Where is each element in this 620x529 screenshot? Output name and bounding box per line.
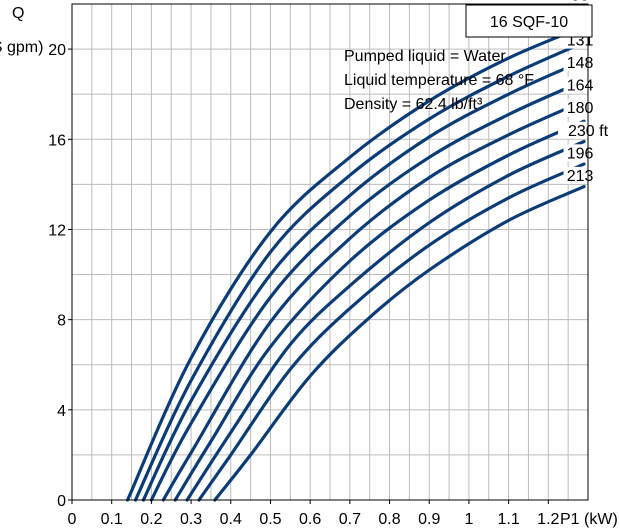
x-tick-label: 0.7 bbox=[339, 511, 361, 528]
x-axis-label: P1 (kW) bbox=[560, 511, 618, 528]
chart-title: 16 SQF-10 bbox=[490, 14, 568, 31]
curve-label-text: 148 bbox=[567, 55, 594, 72]
x-tick-label: 0.3 bbox=[180, 511, 202, 528]
y-axis-label-q: Q bbox=[12, 5, 24, 22]
curve-label-213: 213 bbox=[563, 166, 597, 185]
y-axis-ticks: 0 4 8 12 16 20 bbox=[48, 42, 72, 510]
annotation-density: Density = 62.4 lb/ft³ bbox=[344, 96, 483, 113]
title-box bbox=[465, 4, 593, 38]
x-tick-label: 1.2 bbox=[537, 511, 559, 528]
curve-label-text: 98 bbox=[571, 0, 589, 4]
curve-196 bbox=[185, 139, 586, 502]
x-tick-label: 1 bbox=[464, 511, 473, 528]
curve-115 bbox=[133, 40, 586, 502]
curve-label-98: 98 bbox=[568, 0, 593, 4]
y-axis-label-unit: (US gpm) bbox=[0, 39, 43, 56]
grid bbox=[72, 3, 588, 500]
curve-label-text: 213 bbox=[567, 168, 594, 185]
x-tick-label: 0 bbox=[68, 511, 77, 528]
x-tick-label: 0.9 bbox=[418, 511, 440, 528]
curve-213 bbox=[197, 162, 586, 502]
curve-label-background bbox=[568, 0, 593, 4]
curve-label-148: 148 bbox=[563, 54, 597, 72]
curve-label-text: 196 bbox=[567, 145, 594, 162]
x-axis-ticks: 0 0.1 0.2 0.3 0.4 0.5 0.6 0.7 0.8 0.9 1 1.1 1.2 bbox=[68, 500, 560, 528]
curve-label-text: 164 bbox=[567, 78, 594, 95]
x-tick-label: 0.1 bbox=[101, 511, 123, 528]
y-tick-label: 0 bbox=[57, 493, 66, 510]
annotation-liquid: Pumped liquid = Water bbox=[344, 48, 506, 65]
curve-label-text: 180 bbox=[567, 100, 594, 117]
curve-label-164: 164 bbox=[563, 76, 597, 95]
curve-148 bbox=[149, 79, 586, 502]
y-tick-label: 16 bbox=[48, 132, 66, 149]
x-tick-label: 1.1 bbox=[497, 511, 519, 528]
y-tick-label: 20 bbox=[48, 42, 66, 59]
curve-label-180: 180 bbox=[563, 99, 597, 117]
curves bbox=[126, 24, 586, 502]
curve-label-196: 196 bbox=[563, 144, 597, 162]
x-tick-label: 0.8 bbox=[378, 511, 400, 528]
curve-98 bbox=[126, 24, 586, 502]
y-tick-label: 4 bbox=[57, 403, 66, 420]
curve-131 bbox=[141, 58, 586, 502]
x-tick-label: 0.5 bbox=[259, 511, 281, 528]
x-tick-label: 0.2 bbox=[140, 511, 162, 528]
curve-180 bbox=[173, 119, 586, 502]
y-tick-label: 8 bbox=[57, 313, 66, 330]
plot-frame bbox=[71, 3, 589, 501]
annotation-temperature: Liquid temperature = 68 °F bbox=[344, 72, 534, 89]
curve-164 bbox=[161, 99, 586, 502]
x-tick-label: 0.6 bbox=[299, 511, 321, 528]
y-tick-label: 12 bbox=[48, 222, 66, 239]
x-tick-label: 0.4 bbox=[220, 511, 242, 528]
curve-230-ft bbox=[213, 185, 586, 502]
